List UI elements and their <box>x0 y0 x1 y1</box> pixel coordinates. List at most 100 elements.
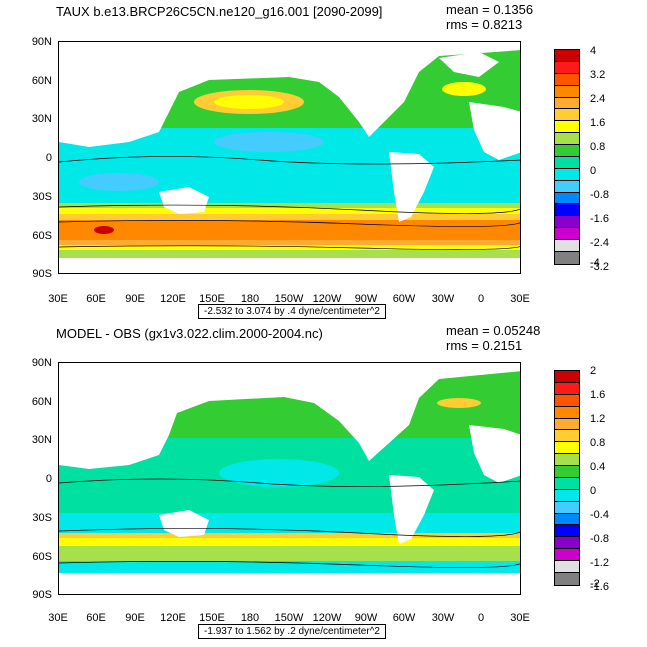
top-map-panel: TAUX b.e13.BRCP26C5CN.ne120_g16.001 [209… <box>0 0 647 320</box>
contour-range-label: -2.532 to 3.074 by .4 dyne/centimeter^2 <box>198 304 386 319</box>
lon-tick-label: 0 <box>477 612 485 624</box>
colorbar-label: -0.4 <box>590 509 609 521</box>
colorbar-swatch <box>555 418 579 431</box>
colorbar-swatch <box>555 97 579 110</box>
colorbar-swatch <box>555 572 579 585</box>
colorbar-swatch <box>555 50 579 62</box>
colorbar-label: 0.8 <box>590 437 606 449</box>
lon-tick-label: 60W <box>392 612 416 624</box>
panel-title: MODEL - OBS (gx1v3.022.clim.2000-2004.nc… <box>56 326 323 341</box>
bottom-map-panel: MODEL - OBS (gx1v3.022.clim.2000-2004.nc… <box>0 320 647 647</box>
lat-tick-label: 30N <box>31 434 52 446</box>
colorbar-swatch <box>555 394 579 407</box>
colorbar-swatch <box>555 477 579 490</box>
colorbar-swatch <box>555 85 579 98</box>
lat-tick-label: 30S <box>32 512 52 524</box>
colorbar-label: 4 <box>590 45 597 57</box>
colorbar-label: -2 <box>590 578 600 590</box>
colorbar-label: -0.8 <box>590 533 609 545</box>
colorbar <box>554 49 580 265</box>
lat-tick-label: 60N <box>31 75 52 87</box>
lon-tick-label: 60E <box>86 612 106 624</box>
lon-tick-label: 180 <box>240 293 260 305</box>
lon-tick-label: 120E <box>160 612 186 624</box>
colorbar-label: 0.8 <box>590 141 606 153</box>
colorbar-swatch <box>555 501 579 514</box>
colorbar-label: -1.6 <box>590 581 609 593</box>
colorbar <box>554 370 580 586</box>
colorbar-swatch <box>555 61 579 74</box>
colorbar-label: 1.2 <box>590 413 606 425</box>
lon-tick-label: 90E <box>125 293 145 305</box>
lat-tick-label: 30N <box>31 113 52 125</box>
lat-tick-label: 60S <box>32 551 52 563</box>
lon-tick-label: 120W <box>312 612 342 624</box>
lat-tick-label: 30S <box>32 191 52 203</box>
lat-tick-label: 0 <box>45 152 52 164</box>
lon-tick-label: 30W <box>431 612 455 624</box>
mean-value: mean = 0.1356 <box>446 2 534 17</box>
colorbar-label: 0 <box>590 485 597 497</box>
colorbar-label: 1.6 <box>590 389 606 401</box>
lon-tick-label: 120W <box>312 293 342 305</box>
colorbar-label: -3.2 <box>590 261 609 273</box>
colorbar-swatch <box>555 406 579 419</box>
lon-tick-label: 90E <box>125 612 145 624</box>
colorbar-swatch <box>555 466 579 478</box>
mean-value: mean = 0.05248 <box>446 323 541 338</box>
colorbar-label: 0.4 <box>590 461 606 473</box>
colorbar-swatch <box>555 192 579 205</box>
colorbar-swatch <box>555 442 579 455</box>
lon-tick-label: 30W <box>431 293 455 305</box>
colorbar-swatch <box>555 382 579 395</box>
colorbar-swatch <box>555 537 579 550</box>
colorbar-swatch <box>555 133 579 145</box>
lon-tick-label: 150W <box>274 612 304 624</box>
lat-tick-label: 90N <box>31 357 52 369</box>
lat-tick-label: 90N <box>31 36 52 48</box>
lon-tick-label: 30E <box>48 293 68 305</box>
colorbar-label: 2.4 <box>590 93 606 105</box>
colorbar-swatch <box>555 430 579 443</box>
lat-tick-label: 60N <box>31 396 52 408</box>
colorbar-swatch <box>555 371 579 383</box>
lon-tick-label: 30E <box>510 612 530 624</box>
lon-tick-label: 150W <box>274 293 304 305</box>
contour-range-label: -1.937 to 1.562 by .2 dyne/centimeter^2 <box>198 624 386 639</box>
colorbar-label: 1.6 <box>590 117 606 129</box>
lon-tick-label: 90W <box>354 293 378 305</box>
lon-tick-label: 90W <box>354 612 378 624</box>
lat-tick-label: 60S <box>32 230 52 242</box>
colorbar-swatch <box>555 156 579 169</box>
colorbar-label: -1.6 <box>590 213 609 225</box>
lat-tick-label: 0 <box>45 473 52 485</box>
colorbar-swatch <box>555 168 579 181</box>
colorbar-swatch <box>555 73 579 86</box>
map-field-svg <box>59 363 520 594</box>
colorbar-swatch <box>555 240 579 252</box>
colorbar-swatch <box>555 109 579 122</box>
colorbar-swatch <box>555 145 579 157</box>
colorbar-swatch <box>555 454 579 466</box>
colorbar-swatch <box>555 121 579 134</box>
lon-tick-label: 30E <box>510 293 530 305</box>
lon-tick-label: 60W <box>392 293 416 305</box>
colorbar-swatch <box>555 228 579 240</box>
colorbar-swatch <box>555 251 579 264</box>
colorbar-label: -1.2 <box>590 557 609 569</box>
rms-value: rms = 0.2151 <box>446 338 523 353</box>
lon-tick-label: 180 <box>240 612 260 624</box>
colorbar-label: 0 <box>590 165 597 177</box>
lon-tick-label: 30E <box>48 612 68 624</box>
rms-value: rms = 0.8213 <box>446 17 523 32</box>
colorbar-swatch <box>555 489 579 502</box>
colorbar-swatch <box>555 561 579 573</box>
panel-title: TAUX b.e13.BRCP26C5CN.ne120_g16.001 [209… <box>56 4 383 19</box>
lon-tick-label: 60E <box>86 293 106 305</box>
colorbar-swatch <box>555 525 579 538</box>
colorbar-swatch <box>555 513 579 526</box>
map-plot <box>58 362 521 595</box>
lat-tick-label: 90S <box>32 268 52 280</box>
colorbar-swatch <box>555 180 579 193</box>
colorbar-label: -0.8 <box>590 189 609 201</box>
